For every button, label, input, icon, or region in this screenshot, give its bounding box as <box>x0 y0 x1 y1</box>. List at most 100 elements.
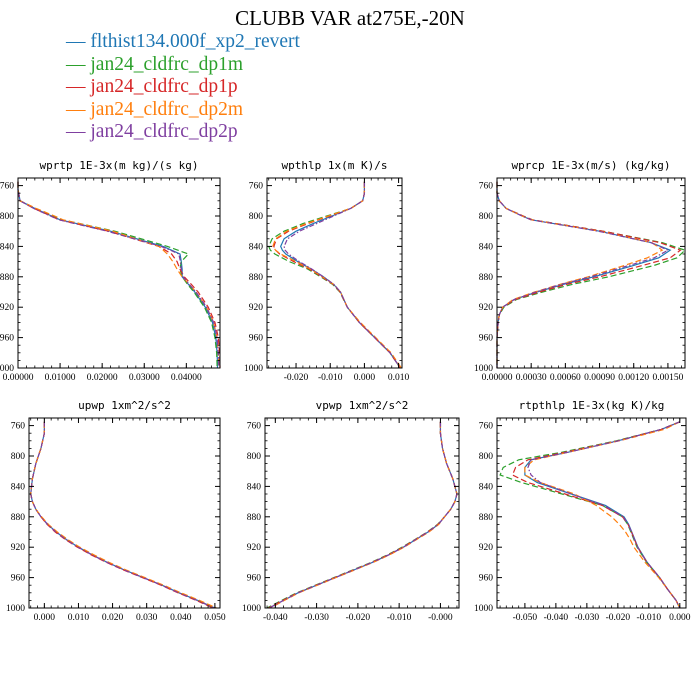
y-tick-label: 960 <box>11 574 26 584</box>
y-tick-label: 760 <box>11 422 26 432</box>
y-tick-label: 800 <box>479 452 494 462</box>
x-tick-label: 0.00030 <box>516 373 547 383</box>
x-tick-label: 0.00060 <box>550 373 581 383</box>
panel-title: vpwp 1xm^2/s^2 <box>316 399 409 412</box>
series-line <box>524 421 681 609</box>
series-line <box>30 421 217 609</box>
x-tick-label: 0.020 <box>102 613 124 623</box>
y-tick-label: 1000 <box>0 364 14 374</box>
legend-label: flthist134.000f_xp2_revert <box>90 31 300 52</box>
series-line <box>280 181 401 369</box>
x-tick-label: -0.030 <box>304 613 329 623</box>
y-tick-label: 760 <box>247 422 262 432</box>
legend-label: jan24_cldfrc_dp1m <box>90 53 244 75</box>
plot-frame <box>496 417 687 609</box>
legend-label: jan24_cldfrc_dp1p <box>90 76 238 97</box>
legend-dash: — <box>66 53 91 75</box>
series-line <box>273 181 401 369</box>
legend-entry: — jan24_cldfrc_dp1p <box>66 76 300 99</box>
x-tick-label: -0.040 <box>263 613 288 623</box>
panel-title: rtpthlp 1E-3x(kg K)/kg <box>519 399 665 412</box>
y-tick-label: 960 <box>247 574 262 584</box>
panel: wprtp 1E-3x(m kg)/(s kg) 760 800 840 880 920 9… <box>0 159 221 383</box>
y-tick-label: 960 <box>249 334 264 344</box>
y-tick-label: 920 <box>11 543 26 553</box>
series-line <box>496 181 670 368</box>
y-tick-label: 800 <box>249 212 264 222</box>
x-tick-label: 0.00000 <box>3 373 34 383</box>
x-tick-label: 0.000 <box>34 613 56 623</box>
y-tick-label: 800 <box>0 212 14 222</box>
x-tick-label: 0.00150 <box>652 373 683 383</box>
series-line <box>270 421 458 609</box>
panel-title: upwp 1xm^2/s^2 <box>78 399 171 412</box>
y-tick-label: 840 <box>479 482 494 492</box>
y-tick-label: 1000 <box>242 604 261 614</box>
plot-frame <box>264 417 460 609</box>
x-tick-label: 0.010 <box>388 373 410 383</box>
series-line <box>30 421 216 609</box>
x-tick-label: -0.000 <box>428 613 453 623</box>
y-tick-label: 1000 <box>474 364 493 374</box>
x-tick-label: -0.040 <box>544 613 569 623</box>
series-line <box>17 181 218 368</box>
series-line <box>17 181 220 368</box>
y-tick-label: 760 <box>0 182 14 192</box>
panel: wpthlp 1x(m K)/s 760 800 840 880 920 960 1000 -0… <box>244 159 410 383</box>
x-tick-label: 0.02000 <box>87 373 118 383</box>
x-tick-label: 0.00120 <box>618 373 649 383</box>
y-tick-label: 920 <box>0 303 14 313</box>
panel: wprcp 1E-3x(m/s) (kg/kg) 760 800 840 880 920 9… <box>474 159 687 383</box>
legend-label: jan24_cldfrc_dp2m <box>90 98 244 120</box>
series-line <box>496 181 664 368</box>
y-tick-label: 920 <box>479 543 494 553</box>
x-tick-label: 0.040 <box>170 613 192 623</box>
y-tick-label: 760 <box>479 182 494 192</box>
y-tick-label: 880 <box>249 273 264 283</box>
x-tick-label: -0.010 <box>387 613 412 623</box>
legend-entry: — jan24_cldfrc_dp2p <box>66 121 300 144</box>
x-tick-label: 0.03000 <box>129 373 160 383</box>
series-line <box>17 181 219 368</box>
x-tick-label: 0.000 <box>354 373 376 383</box>
x-tick-label: 0.000 <box>669 613 691 623</box>
y-tick-label: 960 <box>479 334 494 344</box>
figure-title: CLUBB VAR at275E,-20N <box>235 6 465 30</box>
y-tick-label: 840 <box>0 242 14 252</box>
x-tick-label: 0.00000 <box>482 373 513 383</box>
y-tick-label: 800 <box>247 452 262 462</box>
series-line <box>30 421 214 609</box>
x-tick-label: -0.020 <box>284 373 309 383</box>
y-tick-label: 880 <box>479 273 494 283</box>
plot-frame <box>17 177 221 369</box>
y-tick-label: 760 <box>249 182 264 192</box>
series-line <box>268 181 401 369</box>
legend-entry: — jan24_cldfrc_dp1m <box>66 54 300 77</box>
legend-entry: — jan24_cldfrc_dp2m <box>66 99 300 122</box>
series-line <box>30 421 215 609</box>
series-line <box>499 421 681 609</box>
y-tick-label: 840 <box>247 482 262 492</box>
x-tick-label: 0.01000 <box>45 373 76 383</box>
y-tick-label: 920 <box>249 303 264 313</box>
x-tick-label: -0.010 <box>318 373 343 383</box>
x-tick-label: 0.010 <box>68 613 90 623</box>
series-line <box>30 421 215 609</box>
series-line <box>268 421 458 609</box>
x-tick-label: 0.00090 <box>584 373 615 383</box>
series-line <box>524 421 681 609</box>
y-tick-label: 800 <box>11 452 26 462</box>
y-tick-label: 960 <box>479 574 494 584</box>
panel-title: wpthlp 1x(m K)/s <box>282 159 388 172</box>
series-line <box>268 421 458 609</box>
legend-dash: — <box>66 31 91 52</box>
x-tick-label: -0.020 <box>606 613 631 623</box>
panel: vpwp 1xm^2/s^27608008408809209601000-0.0… <box>242 399 460 623</box>
series-line <box>511 421 681 609</box>
y-tick-label: 920 <box>479 303 494 313</box>
series-line <box>283 181 401 369</box>
series-line <box>496 181 687 368</box>
x-tick-label: -0.050 <box>513 613 538 623</box>
plot-frame <box>28 417 221 609</box>
